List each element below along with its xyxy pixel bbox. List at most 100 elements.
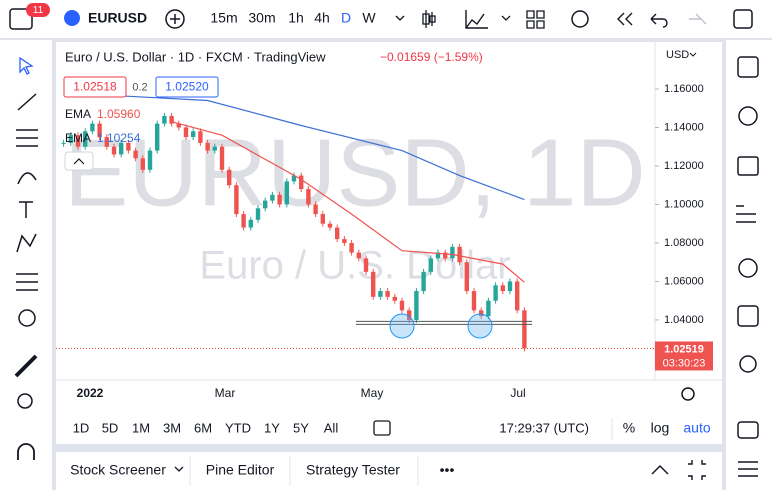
candle bbox=[68, 135, 73, 143]
candle bbox=[241, 214, 246, 228]
candle bbox=[320, 214, 325, 224]
y-tick-label: 1.04000 bbox=[664, 314, 704, 326]
settings-icon[interactable] bbox=[681, 387, 695, 401]
maximize-panel[interactable] bbox=[688, 460, 706, 480]
y-tick-label: 1.16000 bbox=[664, 83, 704, 95]
candle bbox=[486, 300, 491, 317]
log-toggle[interactable]: log bbox=[651, 420, 670, 436]
percent-toggle[interactable]: % bbox=[623, 420, 635, 436]
candle bbox=[392, 296, 397, 301]
brush-tool[interactable] bbox=[17, 172, 37, 185]
collapse-legend[interactable] bbox=[64, 151, 94, 171]
interval[interactable]: W bbox=[362, 10, 376, 26]
auto-toggle[interactable]: auto bbox=[683, 420, 710, 436]
alerts-icon[interactable] bbox=[738, 106, 758, 126]
range-button[interactable]: 1D bbox=[73, 420, 90, 435]
trendline-tool[interactable] bbox=[17, 93, 37, 111]
legend-change: −0.01659 (−1.59%) bbox=[380, 50, 483, 64]
candle bbox=[61, 142, 66, 144]
range-button[interactable]: 3M bbox=[163, 420, 181, 435]
bottom-tab[interactable]: Strategy Tester bbox=[306, 462, 400, 478]
menu-icon[interactable] bbox=[9, 8, 33, 30]
layout-icon[interactable] bbox=[526, 10, 545, 29]
replay-icon[interactable] bbox=[617, 12, 633, 26]
candle bbox=[183, 127, 189, 138]
ask: 1.02520 bbox=[165, 80, 209, 94]
bottom-tab[interactable]: Pine Editor bbox=[206, 462, 275, 478]
ruler-tool[interactable] bbox=[14, 354, 38, 378]
ema-label: EMA bbox=[65, 107, 91, 121]
screener-dropdown[interactable] bbox=[174, 466, 184, 472]
candle bbox=[313, 204, 318, 215]
ask-box[interactable] bbox=[155, 76, 219, 98]
undo-icon[interactable] bbox=[650, 13, 668, 28]
range-button[interactable]: All bbox=[324, 420, 339, 435]
icon-tool[interactable] bbox=[18, 309, 36, 327]
watchlist-icon[interactable] bbox=[737, 56, 759, 78]
range-button[interactable]: YTD bbox=[225, 420, 251, 435]
chart-type-icon[interactable] bbox=[422, 10, 436, 28]
countdown: 03:30:23 bbox=[663, 357, 706, 369]
candle bbox=[205, 142, 210, 151]
bottom-tab[interactable]: ••• bbox=[440, 462, 455, 478]
news-icon[interactable] bbox=[737, 156, 759, 176]
zoom-tool[interactable] bbox=[17, 393, 33, 409]
alert-icon[interactable] bbox=[571, 10, 589, 28]
text-tool[interactable] bbox=[19, 201, 33, 218]
candle bbox=[227, 169, 232, 186]
candle bbox=[349, 242, 354, 253]
range-button[interactable]: 5Y bbox=[293, 420, 309, 435]
candle bbox=[111, 146, 117, 155]
indicators-icon[interactable] bbox=[465, 10, 488, 29]
pattern-tool[interactable] bbox=[16, 233, 37, 253]
range-button[interactable]: 1M bbox=[132, 420, 150, 435]
data-window-icon[interactable] bbox=[738, 258, 758, 278]
candle bbox=[356, 252, 361, 259]
candle bbox=[155, 123, 160, 151]
candle bbox=[378, 291, 383, 297]
candle bbox=[90, 123, 95, 132]
last-price-box bbox=[655, 341, 713, 371]
cursor-tool[interactable] bbox=[19, 56, 34, 75]
bid-box[interactable] bbox=[63, 76, 127, 98]
currency[interactable]: USD bbox=[666, 49, 689, 61]
candle bbox=[219, 146, 225, 170]
chat-icon[interactable] bbox=[737, 421, 759, 439]
candle bbox=[371, 271, 376, 297]
ideas-icon[interactable] bbox=[736, 205, 756, 223]
magnet-tool[interactable] bbox=[17, 443, 35, 460]
redo-icon[interactable] bbox=[689, 13, 707, 25]
interval-dropdown[interactable] bbox=[395, 15, 405, 21]
fullscreen-icon[interactable] bbox=[733, 9, 753, 29]
indicators-dropdown[interactable] bbox=[501, 15, 511, 21]
candle bbox=[126, 142, 131, 151]
interval[interactable]: 1h bbox=[288, 10, 304, 26]
date-range-icon[interactable] bbox=[373, 420, 391, 436]
candle bbox=[299, 175, 304, 190]
bottom-tab[interactable]: Stock Screener bbox=[70, 462, 166, 478]
interval[interactable]: 30m bbox=[248, 10, 275, 26]
candle bbox=[450, 246, 455, 259]
range-button[interactable]: 1Y bbox=[264, 420, 280, 435]
add-symbol[interactable] bbox=[165, 9, 185, 29]
candle bbox=[140, 158, 145, 170]
menu-icon-right[interactable] bbox=[738, 461, 758, 477]
interval[interactable]: 15m bbox=[210, 10, 237, 26]
candle bbox=[291, 175, 297, 182]
fib-tool[interactable] bbox=[16, 129, 38, 147]
hints-icon[interactable] bbox=[739, 355, 757, 373]
plot: 1.16000 1.14000 1.12000 1.10000 1.08000 1.060… bbox=[56, 83, 713, 400]
range-button[interactable]: 6M bbox=[194, 420, 212, 435]
candle bbox=[435, 252, 441, 259]
symbol[interactable]: EURUSD bbox=[88, 10, 147, 26]
candle bbox=[255, 208, 261, 220]
candle bbox=[399, 300, 405, 311]
plus-icon bbox=[170, 14, 180, 24]
expand-panel[interactable] bbox=[651, 464, 669, 475]
calendar-icon[interactable] bbox=[737, 305, 759, 327]
interval[interactable]: 4h bbox=[314, 10, 330, 26]
interval[interactable]: D bbox=[341, 10, 351, 26]
candle bbox=[248, 219, 253, 228]
prediction-tool[interactable] bbox=[16, 273, 38, 291]
range-button[interactable]: 5D bbox=[102, 420, 119, 435]
